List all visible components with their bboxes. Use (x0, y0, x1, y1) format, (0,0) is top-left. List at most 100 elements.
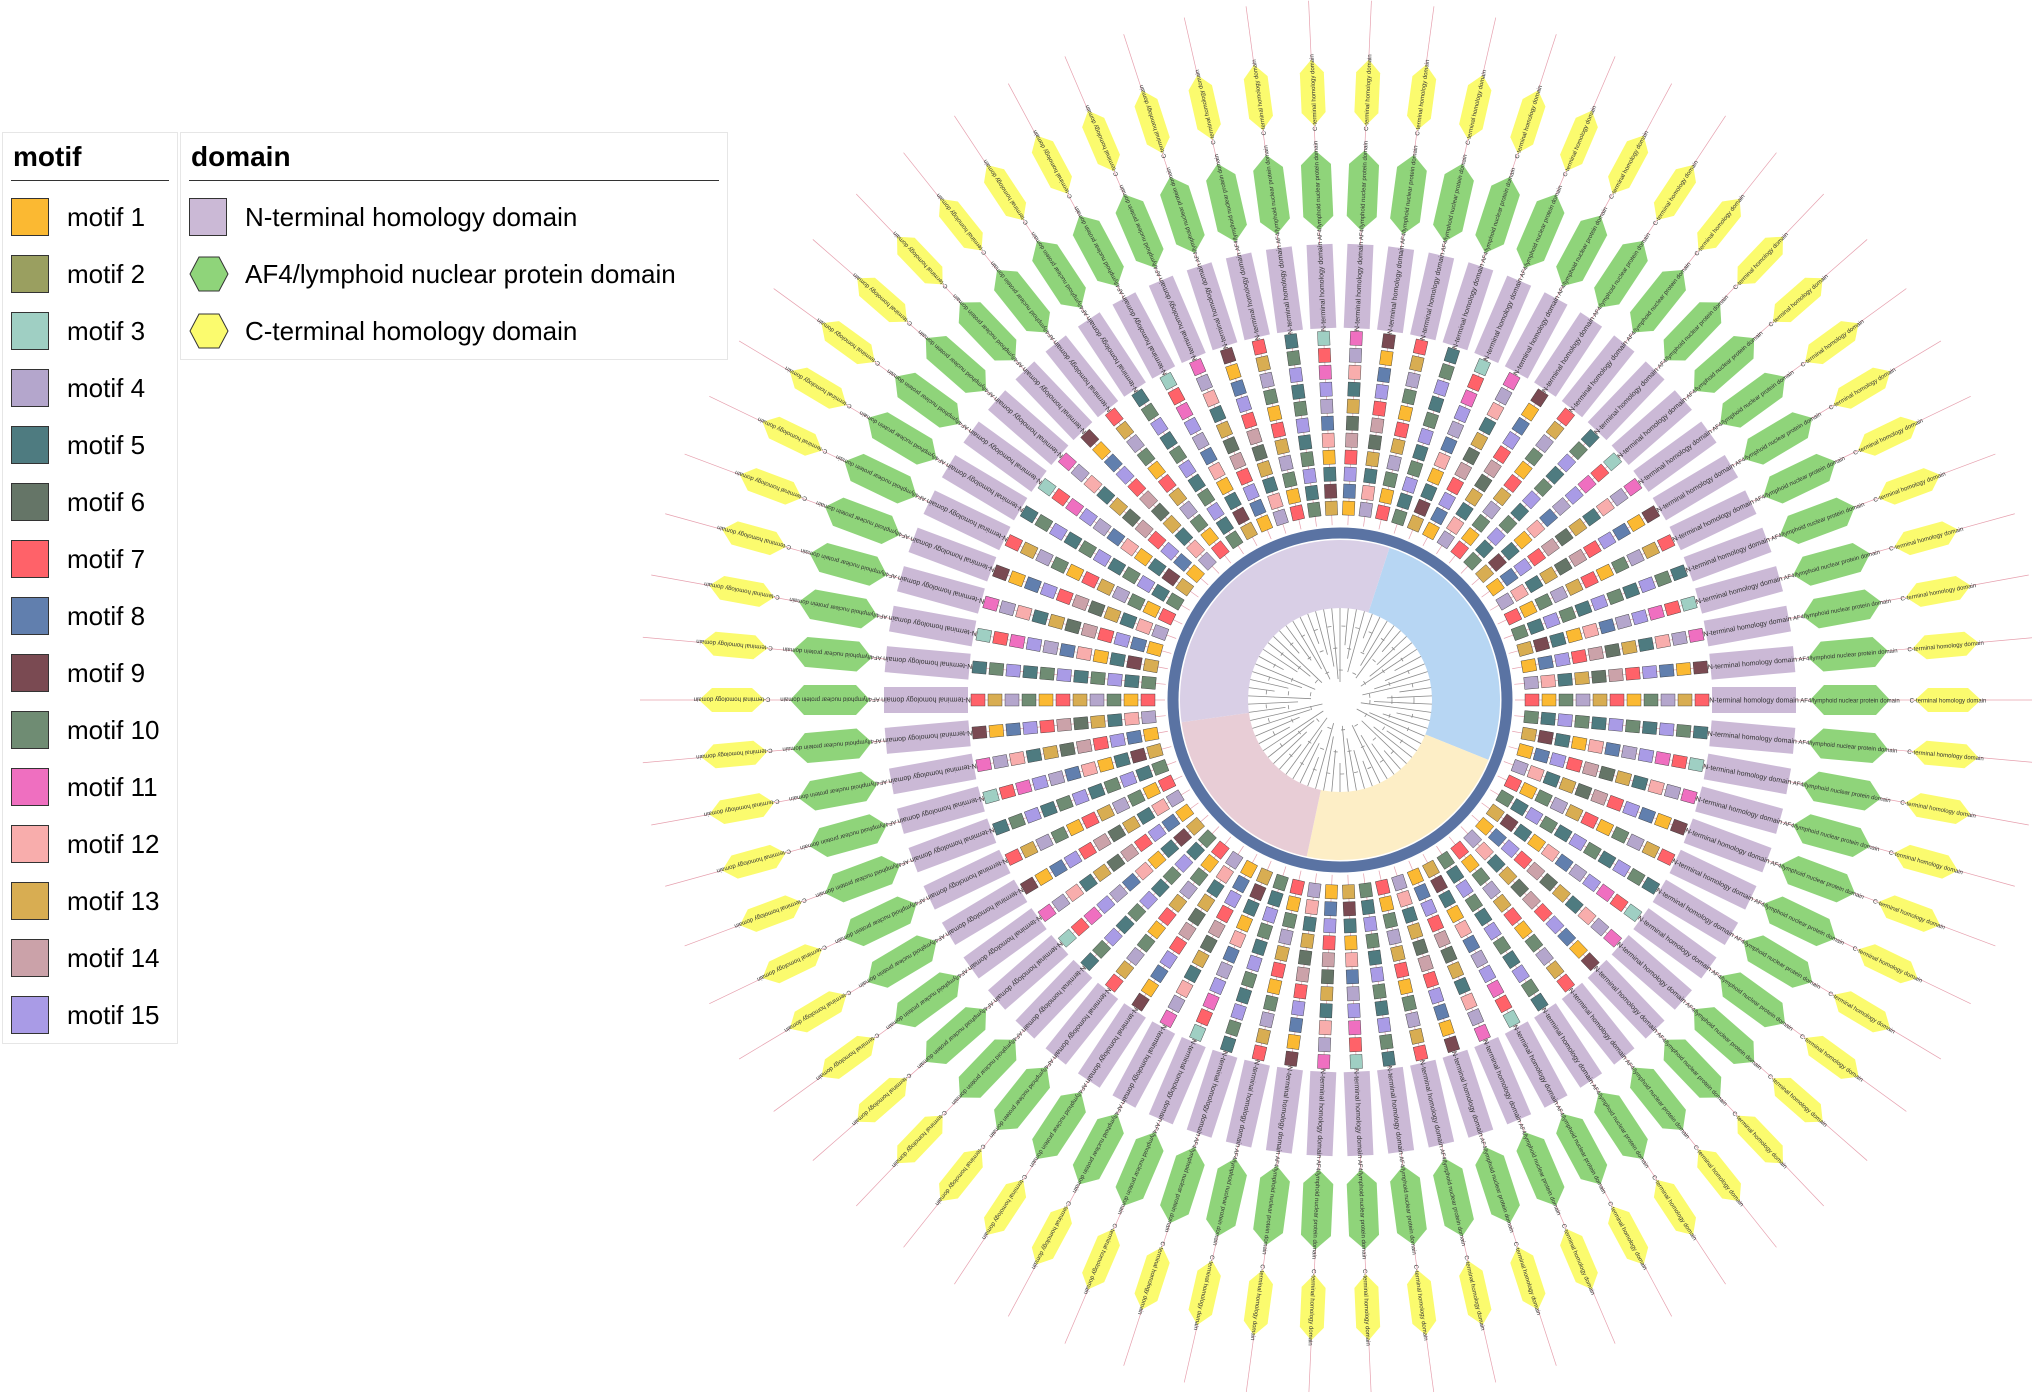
motif-box (1663, 783, 1682, 800)
c-terminal-domain (701, 740, 768, 769)
motif-box (1537, 729, 1554, 745)
motif-box (1390, 945, 1406, 962)
motif-box (1008, 570, 1026, 588)
c-terminal-domain (709, 793, 775, 824)
hexagon-icon (189, 256, 229, 292)
motif-box (1422, 411, 1439, 430)
n-terminal-domain (1683, 527, 1772, 582)
c-terminal-domain (939, 198, 983, 251)
motif-box (1372, 400, 1387, 417)
c-terminal-domain (1912, 740, 1979, 769)
motif-box (1151, 624, 1170, 641)
motif-box (1405, 371, 1421, 389)
motif-box (1558, 777, 1577, 794)
motif-box (1065, 883, 1085, 903)
af4-domain (895, 972, 960, 1028)
motif-box (1096, 895, 1116, 915)
motif-box (1485, 577, 1505, 597)
n-terminal-domain-label: N-terminal homology domain (1317, 241, 1328, 331)
motif-box (1623, 903, 1643, 923)
c-terminal-domain (1773, 1077, 1823, 1123)
n-terminal-domain (1703, 753, 1791, 795)
motif-swatch (11, 996, 49, 1034)
motif-box (1241, 970, 1258, 989)
motif-legend-item: motif 3 (11, 309, 145, 353)
motif-box (1142, 658, 1160, 674)
motif-box (1189, 358, 1207, 377)
motif-box (971, 725, 988, 740)
motif-box (1348, 364, 1362, 380)
motif-box (1460, 389, 1478, 408)
motif-box (1614, 770, 1632, 787)
motif-box (975, 627, 993, 643)
motif-box (1438, 363, 1455, 381)
motif-box (1587, 646, 1605, 661)
motif-box (1200, 853, 1220, 873)
motif-box (1582, 507, 1602, 527)
motif-box (1433, 379, 1450, 397)
af4-domain (1556, 215, 1608, 287)
motif-legend-item: motif 7 (11, 537, 145, 581)
motif-box (1417, 954, 1434, 973)
motif-box (1142, 600, 1161, 619)
motif-box (1499, 813, 1519, 833)
motif-box (1495, 592, 1515, 611)
motif-box (1539, 566, 1558, 585)
motif-box (1225, 363, 1242, 381)
motif-box (1343, 918, 1357, 934)
motif-box (1397, 404, 1414, 422)
af4-domain (1516, 1132, 1565, 1206)
motif-box (1631, 774, 1649, 791)
n-terminal-domain (1343, 243, 1374, 329)
motif-box (1065, 563, 1085, 582)
af4-domain (1433, 163, 1474, 242)
motif-box (1133, 547, 1153, 567)
n-terminal-domain-label: N-terminal homology domain (1315, 1069, 1326, 1159)
motif-box (1161, 813, 1181, 833)
motif-box (1675, 662, 1692, 676)
motif-box (1413, 883, 1431, 902)
c-terminal-domain (939, 1149, 983, 1202)
motif-box (1370, 966, 1385, 983)
motif-box (1291, 1000, 1306, 1017)
motif-box (1583, 841, 1602, 860)
motif-box (1324, 884, 1338, 900)
hexagon-icon (189, 313, 229, 349)
motif-box (1523, 710, 1539, 725)
motif-box (1246, 427, 1263, 446)
c-terminal-domain (1833, 367, 1891, 409)
motif-box (1347, 1003, 1361, 1019)
c-terminal-domain (722, 521, 786, 556)
motif-box (1251, 1044, 1268, 1062)
motif-box (1225, 530, 1244, 550)
n-terminal-domain (1112, 292, 1176, 379)
motif-box (1542, 612, 1561, 629)
motif-legend-item: motif 11 (11, 765, 158, 809)
n-terminal-domain (884, 687, 968, 713)
motif-box (1133, 833, 1153, 853)
c-terminal-domain (1805, 321, 1859, 365)
motif-box (1365, 451, 1380, 468)
c-terminal-domain (1697, 198, 1741, 251)
motif-label: motif 13 (67, 885, 160, 916)
motif-box (1175, 979, 1194, 999)
n-terminal-domain (1652, 879, 1739, 946)
motif-box (1063, 850, 1083, 869)
motif-box (1103, 453, 1123, 473)
motif-label: motif 2 (67, 258, 146, 289)
motif-box (1527, 833, 1547, 853)
c-terminal-domain (701, 631, 768, 660)
af4-domain (1346, 150, 1380, 231)
n-terminal-domain (896, 566, 985, 614)
motif-box (1574, 783, 1593, 800)
motif-box (1174, 853, 1194, 873)
af4-domain (1693, 336, 1755, 393)
motif-box (1070, 917, 1090, 937)
motif-box (1534, 789, 1553, 807)
motif-box (1295, 966, 1310, 983)
af4-domain (867, 412, 937, 465)
motif-box (1159, 1009, 1178, 1029)
tree-branch (1373, 726, 1413, 758)
n-terminal-domain (923, 490, 1011, 551)
